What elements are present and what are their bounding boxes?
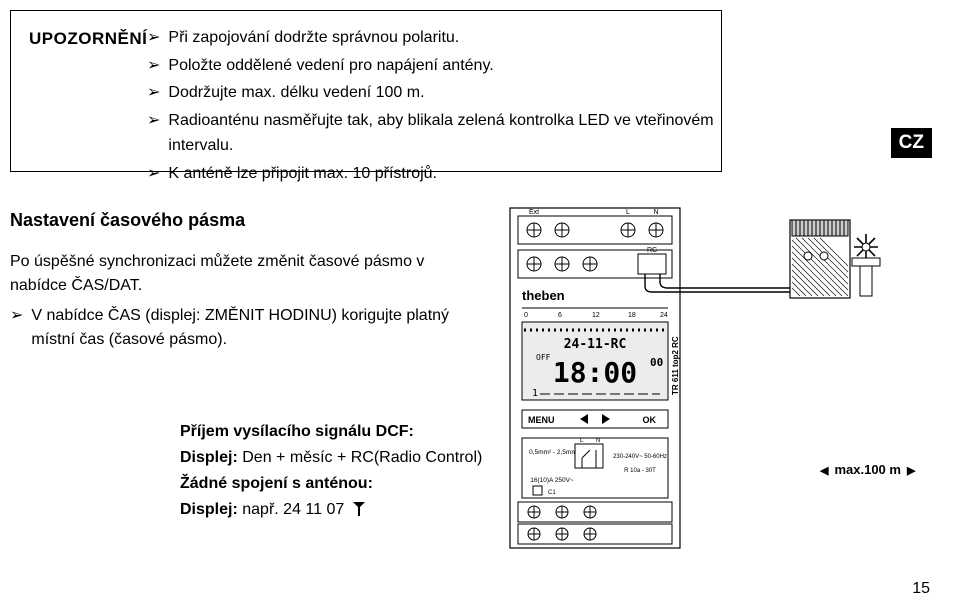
warning-list: ➢Při zapojování dodržte správnou polarit… [147,25,721,189]
body-bullet: ➢ V nabídce ČAS (displej: ZMĚNIT HODINU)… [10,304,470,352]
max-distance: max.100 m [820,462,915,477]
lcd-sec: 00 [650,356,663,369]
c1-label: C1 [548,490,556,496]
svg-text:18: 18 [628,312,636,319]
dcf-info: Příjem vysílacího signálu DCF: Displej: … [180,420,482,524]
page-number: 15 [912,580,930,598]
dcf-no-connection: Žádné spojení s anténou: [180,472,482,496]
lcd-off: OFF [536,353,551,362]
warning-item: ➢Radioanténu nasměřujte tak, aby blikala… [147,108,721,159]
term-l: L [626,209,630,216]
relay: R 10a - 30T [624,468,656,474]
svg-text:24: 24 [660,312,668,319]
dcf-row: Displej: např. 24 11 07 [180,498,482,522]
antenna-device [790,220,880,298]
lcd-date: 24-11-RC [564,337,627,352]
voltage: 230-240V~ 50-60Hz [613,454,667,460]
svg-text:12: 12 [592,312,600,319]
dcf-row: Displej: Den + měsíc + RC(Radio Control) [180,446,482,470]
warning-box: UPOZORNĚNÍ ➢Při zapojování dodržte správ… [10,10,722,172]
dcf-title: Příjem vysílacího signálu DCF: [180,420,482,444]
term-rc: RC [647,247,657,254]
model-label: TR 611 top2 RC [671,336,680,395]
ok-label: OK [643,415,657,425]
svg-text:6: 6 [558,312,562,319]
svg-text:N: N [596,438,600,444]
warning-item: ➢Při zapojování dodržte správnou polarit… [147,25,721,51]
rating: 16(10)A 250V~ [530,477,574,484]
lcd-time: 18:00 [553,356,637,389]
warning-item: ➢K anténě lze připojit max. 10 přístrojů… [147,161,721,187]
term-ext: Ext [529,209,539,216]
brand-label: theben [522,288,565,303]
section-heading: Nastavení časového pásma [10,210,245,231]
menu-label: MENU [528,415,555,425]
wire-spec: 0,5mm² - 2,5mm² [529,449,580,456]
svg-text:0: 0 [524,312,528,319]
body-text: Po úspěšné synchronizaci můžete změnit č… [10,250,470,354]
wiring-diagram: Ext L N RC theben 0 6 12 18 24 24-11-RC … [500,200,930,580]
language-badge: CZ [891,128,932,158]
warning-item: ➢Položte oddělené vedení pro napájení an… [147,53,721,79]
body-line: Po úspěšné synchronizaci můžete změnit č… [10,250,470,298]
warning-item: ➢Dodržujte max. délku vedení 100 m. [147,80,721,106]
lcd-day: 1 [532,388,538,399]
antenna-icon [353,502,365,516]
warning-label: UPOZORNĚNÍ [29,29,147,49]
term-n: N [653,209,658,216]
